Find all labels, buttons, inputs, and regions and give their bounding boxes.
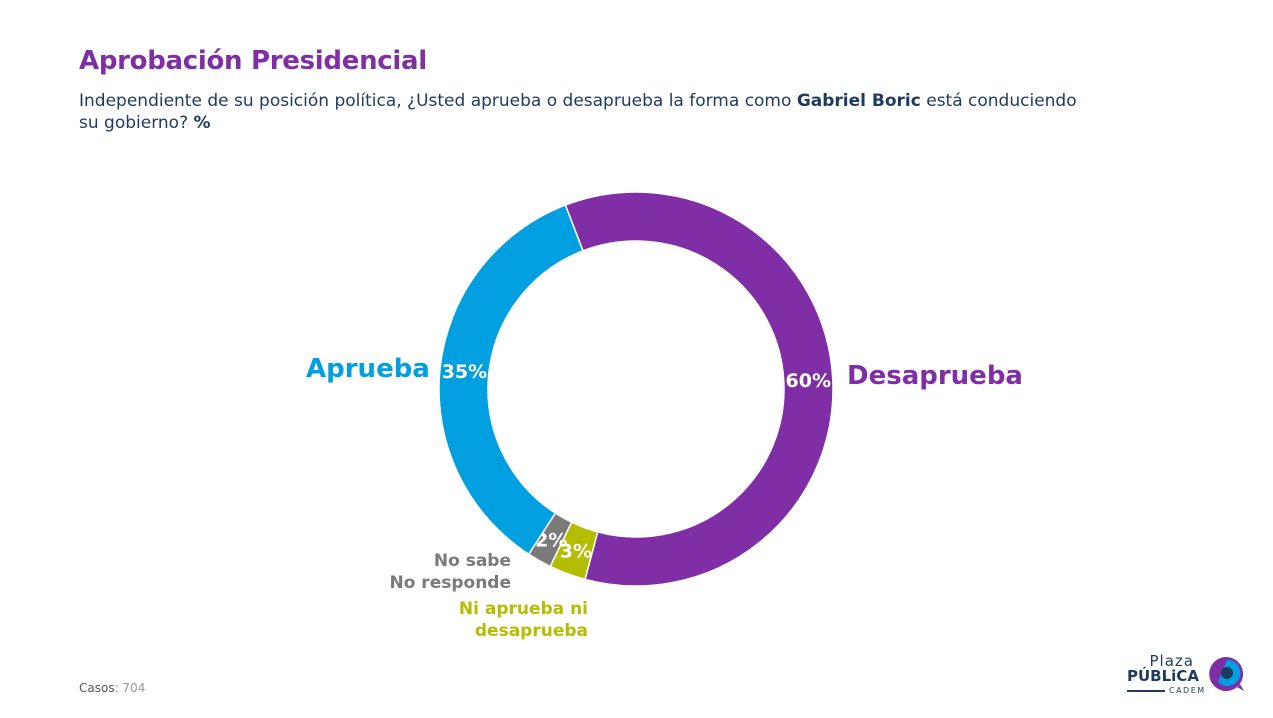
subtitle-pct: % (193, 113, 211, 133)
logo-publica: PÚBLiCA (1127, 667, 1199, 685)
casos-value: : 704 (114, 681, 146, 695)
sample-size: Casos: 704 (79, 681, 145, 695)
donut-slice-desaprueba (564, 191, 834, 587)
category-label-aprueba: Aprueba (306, 354, 430, 384)
subtitle-name: Gabriel Boric (796, 91, 921, 111)
subtitle-text-2: está conduciendo su gobierno? (79, 91, 1077, 133)
logo-underline (1127, 690, 1165, 692)
logo-plaza: Plaza (1149, 652, 1194, 670)
chart-subtitle: Independiente de su posición política, ¿… (79, 90, 1079, 134)
slice-value-label: 3% (560, 541, 592, 563)
slice-value-label: 2% (535, 529, 567, 551)
casos-label: Casos (79, 681, 115, 695)
chart-title: Aprobación Presidencial (79, 46, 427, 76)
label-line: No responde (389, 573, 511, 593)
plaza-publica-logo: Plaza PÚBLiCA CADEM (1125, 652, 1250, 697)
slice-value-label: 35% (442, 361, 487, 383)
label-line: desaprueba (474, 621, 588, 641)
category-label-no-sabe: No sabe No responde (389, 550, 511, 594)
subtitle-text: Independiente de su posición política, ¿… (79, 91, 797, 111)
category-label-desaprueba: Desaprueba (847, 361, 1023, 391)
donut-slice-aprueba (438, 204, 584, 556)
category-label-ni-aprueba: Ni aprueba ni desaprueba (459, 598, 588, 642)
logo-cadem: CADEM (1169, 686, 1206, 695)
speech-bubble-icon (1209, 656, 1244, 691)
slice-value-label: 60% (786, 370, 831, 392)
label-line: No sabe (433, 551, 511, 571)
label-line: Ni aprueba ni (458, 599, 588, 619)
